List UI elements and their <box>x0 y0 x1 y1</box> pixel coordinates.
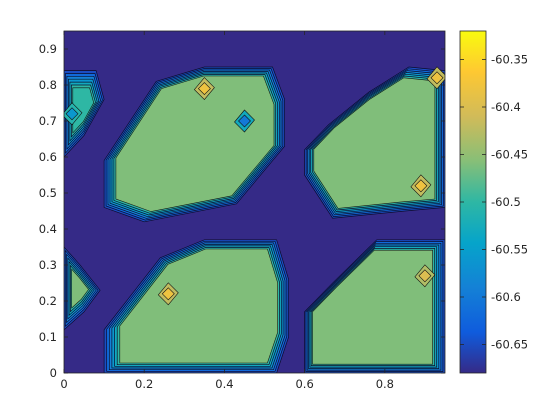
contour-spot-core <box>414 179 428 193</box>
contour-plateau <box>119 248 279 364</box>
contour-plateau <box>313 77 436 209</box>
contour-spot-core <box>65 107 79 121</box>
contour-plateau <box>72 87 95 134</box>
y-axis: 0 0.1 0.2 0.3 0.4 0.5 0.6 0.7 0.8 0.9 <box>39 42 445 380</box>
contour-spot-core <box>418 269 432 283</box>
contour-spot-core <box>161 287 175 301</box>
x-tick-label: 0 <box>60 377 67 391</box>
y-tick-label: 0.4 <box>39 222 57 236</box>
contour-spot <box>157 282 179 306</box>
y-tick-label: 0.8 <box>39 78 57 92</box>
colorbar-tick-label: -60.45 <box>491 148 528 162</box>
colorbar-tick-label: -60.6 <box>491 290 521 304</box>
x-tick-label: 0.6 <box>295 377 313 391</box>
contour-plateau <box>312 249 433 365</box>
contour-plateau <box>115 75 275 212</box>
contour-spot-core <box>430 71 444 85</box>
plot-area <box>63 30 446 374</box>
contour-region <box>64 246 101 331</box>
y-tick-label: 0.2 <box>39 294 57 308</box>
y-tick-label: 0.6 <box>39 150 57 164</box>
x-tick-label: 0.8 <box>376 377 394 391</box>
colorbar: -60.35 -60.4 -60.45 -60.5 -60.55 -60.6 -60.65 <box>459 30 528 374</box>
y-tick-label: 0 <box>50 366 57 380</box>
x-tick-label: 0.4 <box>215 377 233 391</box>
y-tick-label: 0.5 <box>39 186 57 200</box>
contour-spot <box>426 66 445 90</box>
contour-spot <box>193 77 215 101</box>
contour-spot <box>64 102 83 126</box>
contour-plateau <box>71 268 89 309</box>
y-tick-label: 0.3 <box>39 258 57 272</box>
contour-spot <box>410 174 432 198</box>
colorbar-tick-label: -60.5 <box>491 195 521 209</box>
colorbar-tick-label: -60.4 <box>491 100 521 114</box>
contour-region <box>64 70 105 158</box>
y-tick-label: 0.1 <box>39 330 57 344</box>
contour-spot <box>414 264 436 288</box>
colorbar-tick-label: -60.65 <box>491 338 528 352</box>
y-tick-label: 0.7 <box>39 114 57 128</box>
contour-region <box>304 239 445 373</box>
colorbar-tick-label: -60.35 <box>491 53 528 67</box>
contour-spot <box>234 109 255 133</box>
plot-frame <box>63 30 446 374</box>
contour-region <box>304 66 445 219</box>
contour-spot-core <box>197 82 211 96</box>
contour-spot-core <box>238 114 251 128</box>
contour-region <box>103 239 289 373</box>
colorbar-tick-label: -60.55 <box>491 243 528 257</box>
x-tick-label: 0.2 <box>135 377 153 391</box>
contour-region <box>103 66 285 223</box>
x-axis: 0 0.2 0.4 0.6 0.8 <box>60 31 394 391</box>
y-tick-label: 0.9 <box>39 42 57 56</box>
